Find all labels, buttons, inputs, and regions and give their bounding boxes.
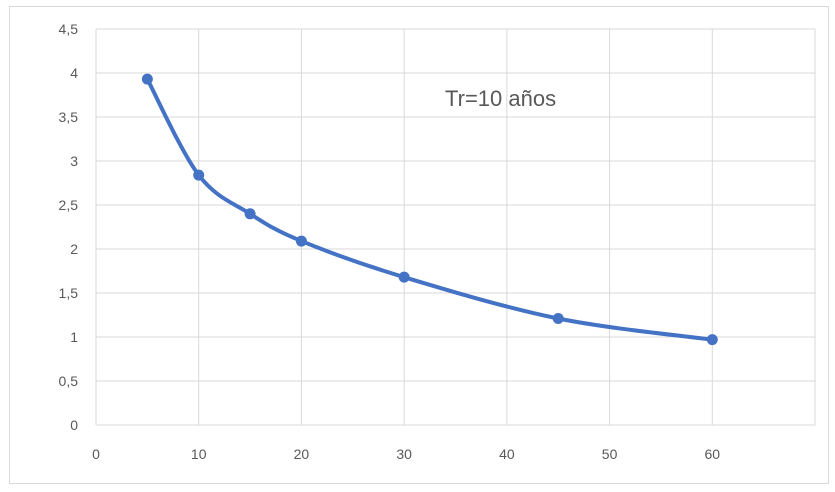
- y-tick-label: 0,5: [59, 373, 79, 389]
- x-tick-label: 0: [92, 446, 100, 462]
- data-points: [141, 73, 718, 346]
- x-tick-label: 30: [396, 446, 412, 462]
- chart-annotation: Tr=10 años: [445, 86, 556, 111]
- x-tick-label: 40: [499, 446, 515, 462]
- grid: [95, 28, 816, 426]
- data-point: [244, 208, 256, 220]
- chart-frame: [9, 6, 829, 484]
- x-tick-label: 10: [191, 446, 207, 462]
- data-point: [141, 73, 153, 85]
- y-tick-label: 2,5: [59, 197, 79, 213]
- y-tick-label: 0: [70, 417, 78, 433]
- y-tick-label: 2: [70, 241, 78, 257]
- data-point: [398, 271, 410, 283]
- y-tick-label: 4,5: [59, 21, 79, 37]
- x-tick-label: 60: [704, 446, 720, 462]
- y-tick-label: 3,5: [59, 109, 79, 125]
- x-tick-label: 50: [602, 446, 618, 462]
- y-tick-label: 3: [70, 153, 78, 169]
- series: [145, 77, 715, 342]
- x-axis-tick-labels: 0 10 20 30 40 50 60: [92, 446, 720, 462]
- x-tick-label: 20: [294, 446, 310, 462]
- data-point: [295, 235, 307, 247]
- data-point: [706, 334, 718, 346]
- y-tick-label: 1: [70, 329, 78, 345]
- data-point: [552, 313, 564, 325]
- data-point: [193, 169, 205, 181]
- y-tick-label: 1,5: [59, 285, 79, 301]
- y-tick-label: 4: [70, 65, 78, 81]
- y-axis-tick-labels: 0 0,5 1 1,5 2 2,5 3 3,5 4 4,5: [59, 21, 79, 433]
- series-line: [145, 77, 715, 342]
